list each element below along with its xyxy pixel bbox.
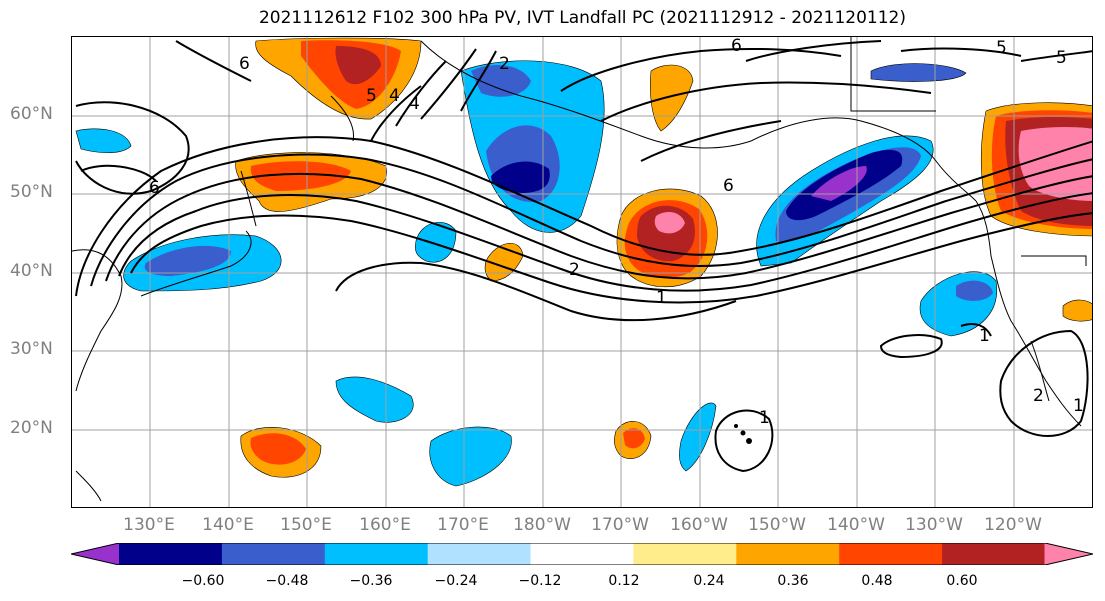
contour-label: 5 (996, 38, 1007, 58)
map-title: 2021112612 F102 300 hPa PV, IVT Landfall… (258, 8, 906, 28)
contour-label: 6 (731, 37, 742, 56)
lon-label-160w: 160°W (670, 515, 728, 535)
map-svg: 6 6 6 6 5 5 5 4 4 2 2 2 1 1 1 1 (72, 37, 1092, 507)
colorbar-tick-label: 0.12 (608, 573, 640, 589)
colorbar-tick-label: −0.24 (434, 573, 478, 589)
colorbar-tick-label: 0.60 (946, 573, 978, 589)
colorbar-tick-label: 0.36 (777, 573, 809, 589)
contour-label: 6 (149, 178, 160, 198)
colorbar-segment (839, 543, 943, 565)
lat-label-30n: 30°N (10, 339, 53, 359)
pos-anomaly-marianas-2 (250, 433, 306, 465)
pos-anomaly-kamchatka-3 (335, 46, 381, 85)
neg-anomaly-dateline-north (471, 65, 531, 97)
contour-label: 2 (1033, 386, 1044, 406)
pos-anomaly-hawaii-w2 (623, 428, 645, 449)
lat-label-60n: 60°N (10, 104, 53, 124)
contour-label: 2 (499, 54, 510, 74)
lat-label-20n: 20°N (10, 418, 53, 438)
colorbar-segment (71, 543, 120, 565)
colorbar-tick-label: 0.48 (861, 573, 893, 589)
lon-label-130e: 130°E (123, 515, 175, 535)
contour-label: 1 (759, 408, 770, 428)
contour-label: 1 (656, 288, 667, 308)
lon-label-180w: 180°W (513, 515, 571, 535)
colorbar-segment (427, 543, 532, 565)
colorbar-segments (71, 543, 1093, 565)
pos-anomaly-bering (650, 64, 694, 132)
colorbar-segment (119, 543, 223, 565)
pos-anomaly-bc-4 (1018, 126, 1092, 201)
colorbar-segment (1044, 543, 1093, 565)
colorbar-segment (221, 543, 326, 565)
contour-label: 4 (389, 86, 400, 106)
lon-label-170e: 170°E (437, 515, 489, 535)
pos-anomaly-central-4 (654, 211, 685, 234)
contour-label: 5 (366, 86, 377, 106)
neg-anomaly-pacific-4b (956, 280, 993, 301)
contour-label-group: 6 6 6 6 5 5 5 4 4 2 2 2 1 1 1 1 (149, 37, 1084, 428)
colorbar-segment (942, 543, 1046, 565)
colorbar-tick-label: −0.60 (181, 573, 225, 589)
neg-anomaly-pacific-5 (679, 402, 717, 472)
lon-label-150w: 150°W (748, 515, 806, 535)
lon-label-140e: 140°E (202, 515, 254, 535)
colorbar-segment (736, 543, 840, 565)
neg-anomaly-pacific-2 (335, 376, 414, 423)
contour-label: 1 (979, 326, 990, 346)
ivt-contours (75, 40, 1092, 473)
contour-label: 4 (409, 94, 420, 114)
lon-label-140w: 140°W (827, 515, 885, 535)
neg-anomaly-dateline-3 (491, 161, 550, 193)
lat-label-50n: 50°N (10, 182, 53, 202)
lon-label-130w: 130°W (905, 515, 963, 535)
hawaii-islands (734, 424, 752, 444)
colorbar-tick-label: −0.48 (265, 573, 309, 589)
colorbar (71, 543, 1093, 565)
neg-anomaly-gulf (870, 63, 967, 82)
colorbar-segment (530, 543, 634, 565)
contour-label: 1 (1073, 396, 1084, 416)
map-panel[interactable]: 6 6 6 6 5 5 5 4 4 2 2 2 1 1 1 1 (71, 36, 1093, 508)
neg-anomaly-west (75, 128, 132, 154)
neg-anomaly-japan-2 (144, 245, 231, 276)
pv-positive-fills (235, 37, 1092, 478)
contour-label: 2 (569, 260, 580, 280)
pos-anomaly-kuril-2 (250, 161, 351, 191)
contour-label: 5 (1056, 48, 1067, 68)
graticule (72, 37, 1092, 507)
colorbar-segment (324, 543, 429, 565)
coastlines (72, 37, 1087, 502)
pos-anomaly-sw (1062, 299, 1092, 322)
colorbar-tick-label: 0.24 (693, 573, 725, 589)
contour-label: 6 (723, 176, 734, 196)
colorbar-tick-label: −0.36 (349, 573, 393, 589)
lon-label-160e: 160°E (359, 515, 411, 535)
colorbar-segment (633, 543, 737, 565)
neg-anomaly-alaska-4 (811, 166, 867, 201)
lat-label-40n: 40°N (10, 261, 53, 281)
neg-anomaly-pacific-3 (429, 426, 512, 487)
lon-label-170w: 170°W (591, 515, 649, 535)
contour-label: 6 (239, 54, 250, 74)
lon-label-150e: 150°E (280, 515, 332, 535)
lon-label-120w: 120°W (984, 515, 1042, 535)
pv-anomaly-fills (75, 60, 998, 487)
colorbar-tick-label: −0.12 (518, 573, 562, 589)
